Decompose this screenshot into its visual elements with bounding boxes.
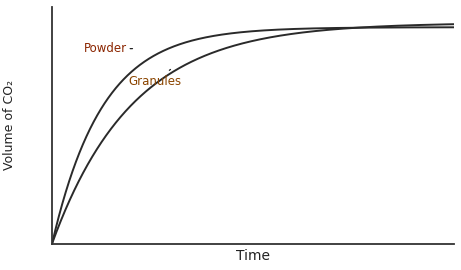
Text: Granules: Granules xyxy=(129,69,182,88)
Text: Powder: Powder xyxy=(84,42,132,55)
Y-axis label: Volume of CO₂: Volume of CO₂ xyxy=(3,80,16,170)
X-axis label: Time: Time xyxy=(236,249,270,263)
